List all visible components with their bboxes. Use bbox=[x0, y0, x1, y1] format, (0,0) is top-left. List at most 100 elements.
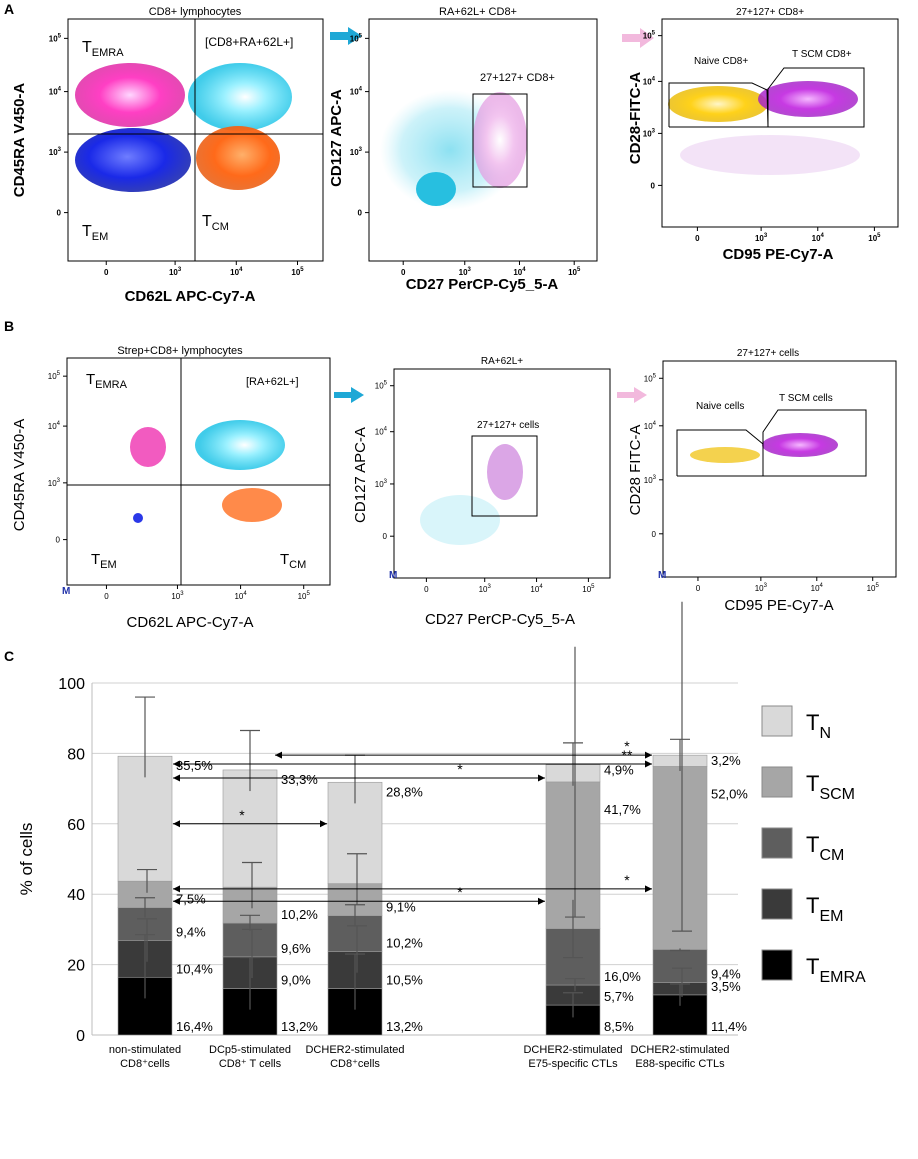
panel-a-plot-3: 27+127+ CD8+ Naive CD8+ T SCM CD8+ CD95 … bbox=[627, 7, 899, 263]
significance-arrowhead bbox=[320, 820, 327, 828]
x-tick-label: 0 bbox=[401, 268, 406, 277]
x-tick-label: CD8⁺ T cells bbox=[219, 1058, 282, 1070]
arrow-a2-to-a3 bbox=[622, 28, 654, 48]
y-tick-label: 0 bbox=[56, 536, 61, 545]
y-tick-label: 0 bbox=[57, 209, 62, 218]
b3-frame bbox=[662, 360, 897, 578]
b2-ylabel: CD127 APC-A bbox=[352, 427, 369, 523]
b1-frame bbox=[66, 357, 331, 586]
significance-arrowhead bbox=[173, 820, 180, 828]
a3-faint-cloud bbox=[680, 135, 860, 175]
data-label: 9,0% bbox=[281, 973, 311, 988]
data-label: 10,2% bbox=[386, 936, 423, 951]
data-label: 7,5% bbox=[176, 892, 206, 907]
x-tick-label: DCp5-stimulated bbox=[209, 1044, 291, 1056]
x-tick-label: 103 bbox=[479, 584, 492, 594]
significance-arrowhead bbox=[173, 897, 180, 905]
x-tick-label: 103 bbox=[169, 267, 182, 277]
y-tick-label: 105 bbox=[643, 31, 656, 41]
a3-gate-tscm bbox=[767, 67, 865, 128]
significance-label: * bbox=[457, 761, 463, 777]
significance-label: * bbox=[624, 872, 630, 888]
data-label: 9,4% bbox=[711, 967, 741, 982]
b2-pink-population bbox=[487, 444, 523, 500]
b1-q-bl: TEM bbox=[91, 551, 117, 571]
b3-naive-population bbox=[690, 447, 760, 463]
a3-ylabel: CD28-FITC-A bbox=[627, 72, 644, 165]
data-label: 9,1% bbox=[386, 900, 416, 915]
axis-ticks: 105 104 103 0 0 103 104 105 bbox=[643, 31, 881, 243]
y-tick-label: 103 bbox=[643, 128, 656, 138]
bar-segment-t-scm bbox=[652, 766, 708, 950]
x-tick-label: DCHER2-stimulated bbox=[630, 1044, 729, 1056]
data-label: 11,4% bbox=[711, 1019, 747, 1034]
data-label: 3,5% bbox=[711, 979, 741, 994]
x-tick-label: 105 bbox=[868, 233, 881, 243]
x-tick-label: 104 bbox=[230, 267, 243, 277]
x-tick-label: 104 bbox=[812, 233, 825, 243]
x-tick-label: non-stimulated bbox=[109, 1044, 181, 1056]
data-label: 10,4% bbox=[176, 961, 213, 976]
legend-label: TSCM bbox=[806, 771, 855, 803]
significance-label: * bbox=[624, 738, 630, 754]
a1-title: CD8+ lymphocytes bbox=[149, 6, 242, 18]
x-tick-label: 105 bbox=[568, 267, 581, 277]
x-tick-label: 103 bbox=[459, 267, 472, 277]
x-tick-label: DCHER2-stimulated bbox=[523, 1044, 622, 1056]
y-tick-label: 103 bbox=[49, 147, 62, 157]
significance-arrowhead bbox=[645, 751, 652, 759]
significance-arrowhead bbox=[173, 760, 180, 768]
y-tick-label: 0 bbox=[383, 532, 388, 541]
b2-gate-label: 27+127+ cells bbox=[477, 420, 539, 431]
y-tick-label: 104 bbox=[350, 87, 363, 97]
y-tick-label: 20 bbox=[67, 958, 85, 975]
y-tick-label: 0 bbox=[76, 1028, 85, 1045]
arrow-a1-to-a2 bbox=[330, 27, 362, 45]
a3-gate-naive bbox=[668, 82, 769, 128]
data-label: 10,5% bbox=[386, 973, 423, 988]
x-tick-label: 105 bbox=[291, 267, 304, 277]
axis-ticks: 105 104 103 0 0 103 104 105 bbox=[49, 33, 305, 277]
significance-label: * bbox=[457, 884, 463, 900]
axis-ticks: 105 104 103 0 0 103 104 105 bbox=[375, 381, 595, 594]
data-label: 16,4% bbox=[176, 1019, 213, 1034]
arrow-b2-to-b3 bbox=[617, 387, 647, 403]
x-tick-label: 0 bbox=[696, 584, 701, 593]
b1-emra-blobs bbox=[130, 427, 166, 467]
a3-title: 27+127+ CD8+ bbox=[736, 7, 804, 18]
x-tick-label: 104 bbox=[513, 267, 526, 277]
legend-swatch bbox=[761, 949, 793, 981]
y-tick-label: 0 bbox=[358, 209, 363, 218]
data-label: 13,2% bbox=[386, 1019, 423, 1034]
x-tick-label: CD8⁺cells bbox=[330, 1058, 380, 1070]
a2-gate bbox=[472, 93, 528, 188]
data-label: 3,2% bbox=[711, 753, 741, 768]
b1-m-marker: M bbox=[62, 586, 70, 597]
x-tick-label: 105 bbox=[298, 591, 311, 601]
x-tick-label: 0 bbox=[695, 234, 700, 243]
b1-q-tr: [RA+62L+] bbox=[246, 376, 299, 388]
x-tick-label: CD8⁺cells bbox=[120, 1058, 170, 1070]
significance-label: * bbox=[239, 807, 245, 823]
x-tick-label: 103 bbox=[755, 583, 768, 593]
y-tick-label: 80 bbox=[67, 746, 85, 763]
y-axis-label: % of cells bbox=[17, 823, 36, 896]
b2-m-marker: M bbox=[389, 570, 397, 581]
y-tick-label: 103 bbox=[644, 475, 657, 485]
y-tick-label: 105 bbox=[49, 33, 62, 43]
a1-emra-population bbox=[75, 63, 185, 127]
b1-q-tl: TEMRA bbox=[86, 371, 128, 391]
y-tick-label: 103 bbox=[375, 479, 388, 489]
a2-title: RA+62L+ CD8+ bbox=[439, 6, 517, 18]
y-tick-label: 104 bbox=[643, 76, 656, 86]
x-tick-label: 0 bbox=[424, 585, 429, 594]
significance-arrowhead bbox=[538, 774, 545, 782]
b3-gate-naive bbox=[676, 429, 764, 477]
x-tick-label: 0 bbox=[104, 268, 109, 277]
data-label: 28,8% bbox=[386, 784, 423, 799]
a1-q-tr: [CD8+RA+62L+] bbox=[205, 35, 293, 49]
panel-letter-c: C bbox=[4, 648, 14, 664]
a1-cm-population bbox=[196, 126, 280, 190]
a2-xlabel: CD27 PerCP-Cy5_5-A bbox=[406, 276, 559, 293]
